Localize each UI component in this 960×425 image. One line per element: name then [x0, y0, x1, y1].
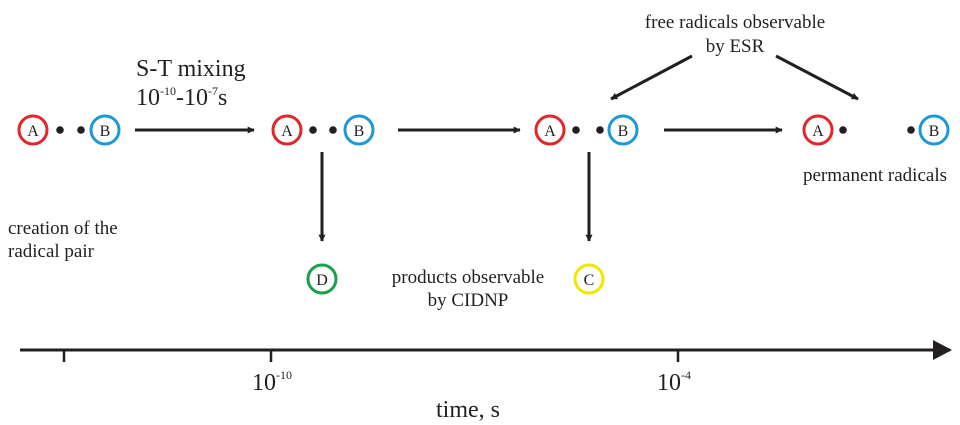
radical-a-circle	[271, 114, 303, 146]
radical-a-label: A	[27, 123, 39, 140]
radical-b-circle	[607, 114, 639, 146]
radical-a-electron-dot	[572, 126, 580, 134]
radical-b-circle	[89, 114, 121, 146]
radical-b-circle	[343, 114, 375, 146]
product-c: C	[573, 263, 605, 295]
tick-label-base: 10	[252, 370, 276, 396]
radical-pair-escape: A B	[534, 114, 639, 146]
radical-a-label: A	[281, 123, 293, 140]
radical-a-circle	[802, 114, 834, 146]
product-d-circle	[306, 263, 338, 295]
time-axis-label: time, s	[436, 397, 500, 423]
radical-b-label: B	[354, 123, 365, 140]
creation-label-line1: creation of the	[8, 218, 118, 239]
radical-b-label: B	[618, 123, 629, 140]
permanent-radicals: A B	[802, 114, 950, 146]
radical-a-circle	[534, 114, 566, 146]
radical-a-circle	[17, 114, 49, 146]
radical-b-label: B	[929, 123, 940, 140]
radical-pair-mixing: A B	[271, 114, 375, 146]
st-mixing-title: S-T mixing	[136, 56, 246, 82]
radical-a-label: A	[812, 123, 824, 140]
arrow-esr-to-permanent	[775, 54, 859, 101]
radical-pair-initial: A B	[17, 114, 121, 146]
radical-b-label: B	[100, 123, 111, 140]
range-unit: s	[218, 85, 227, 111]
esr-label-line2: by ESR	[706, 36, 765, 57]
radical-b-electron-dot	[907, 126, 915, 134]
time-axis-arrowhead	[933, 340, 952, 360]
esr-label-line1: free radicals observable	[645, 12, 825, 33]
radical-b-electron-dot	[596, 126, 604, 134]
time-axis-tick-label: 10-4	[657, 368, 691, 396]
radical-b-circle	[918, 114, 950, 146]
tick-label-exponent: -4	[681, 368, 691, 382]
st-mixing-range: 10-10-10-7s	[136, 84, 227, 111]
radical-b-electron-dot	[77, 126, 85, 134]
cidnp-label-line1: products observable	[392, 267, 544, 288]
product-d-label: D	[316, 272, 328, 289]
product-c-circle	[573, 263, 605, 295]
radical-a-electron-dot	[309, 126, 317, 134]
product-c-label: C	[584, 272, 595, 289]
radical-a-electron-dot	[839, 126, 847, 134]
radical-a-electron-dot	[56, 126, 64, 134]
product-d: D	[306, 263, 338, 295]
cidnp-label-line2: by CIDNP	[428, 290, 509, 311]
tick-label-exponent: -10	[276, 368, 292, 382]
range-exp-1: -10	[160, 84, 176, 98]
tick-label-base: 10	[657, 370, 681, 396]
arrow-esr-to-escape-pair	[610, 54, 693, 101]
permanent-radicals-label: permanent radicals	[803, 165, 947, 186]
radical-a-label: A	[544, 123, 556, 140]
time-axis-tick-label: 10-10	[252, 368, 292, 396]
creation-label-line2: radical pair	[8, 241, 95, 262]
radical-b-electron-dot	[329, 126, 337, 134]
range-base-1: 10	[136, 85, 160, 111]
range-exp-2: -7	[208, 84, 218, 98]
range-base-2: -10	[176, 85, 208, 111]
